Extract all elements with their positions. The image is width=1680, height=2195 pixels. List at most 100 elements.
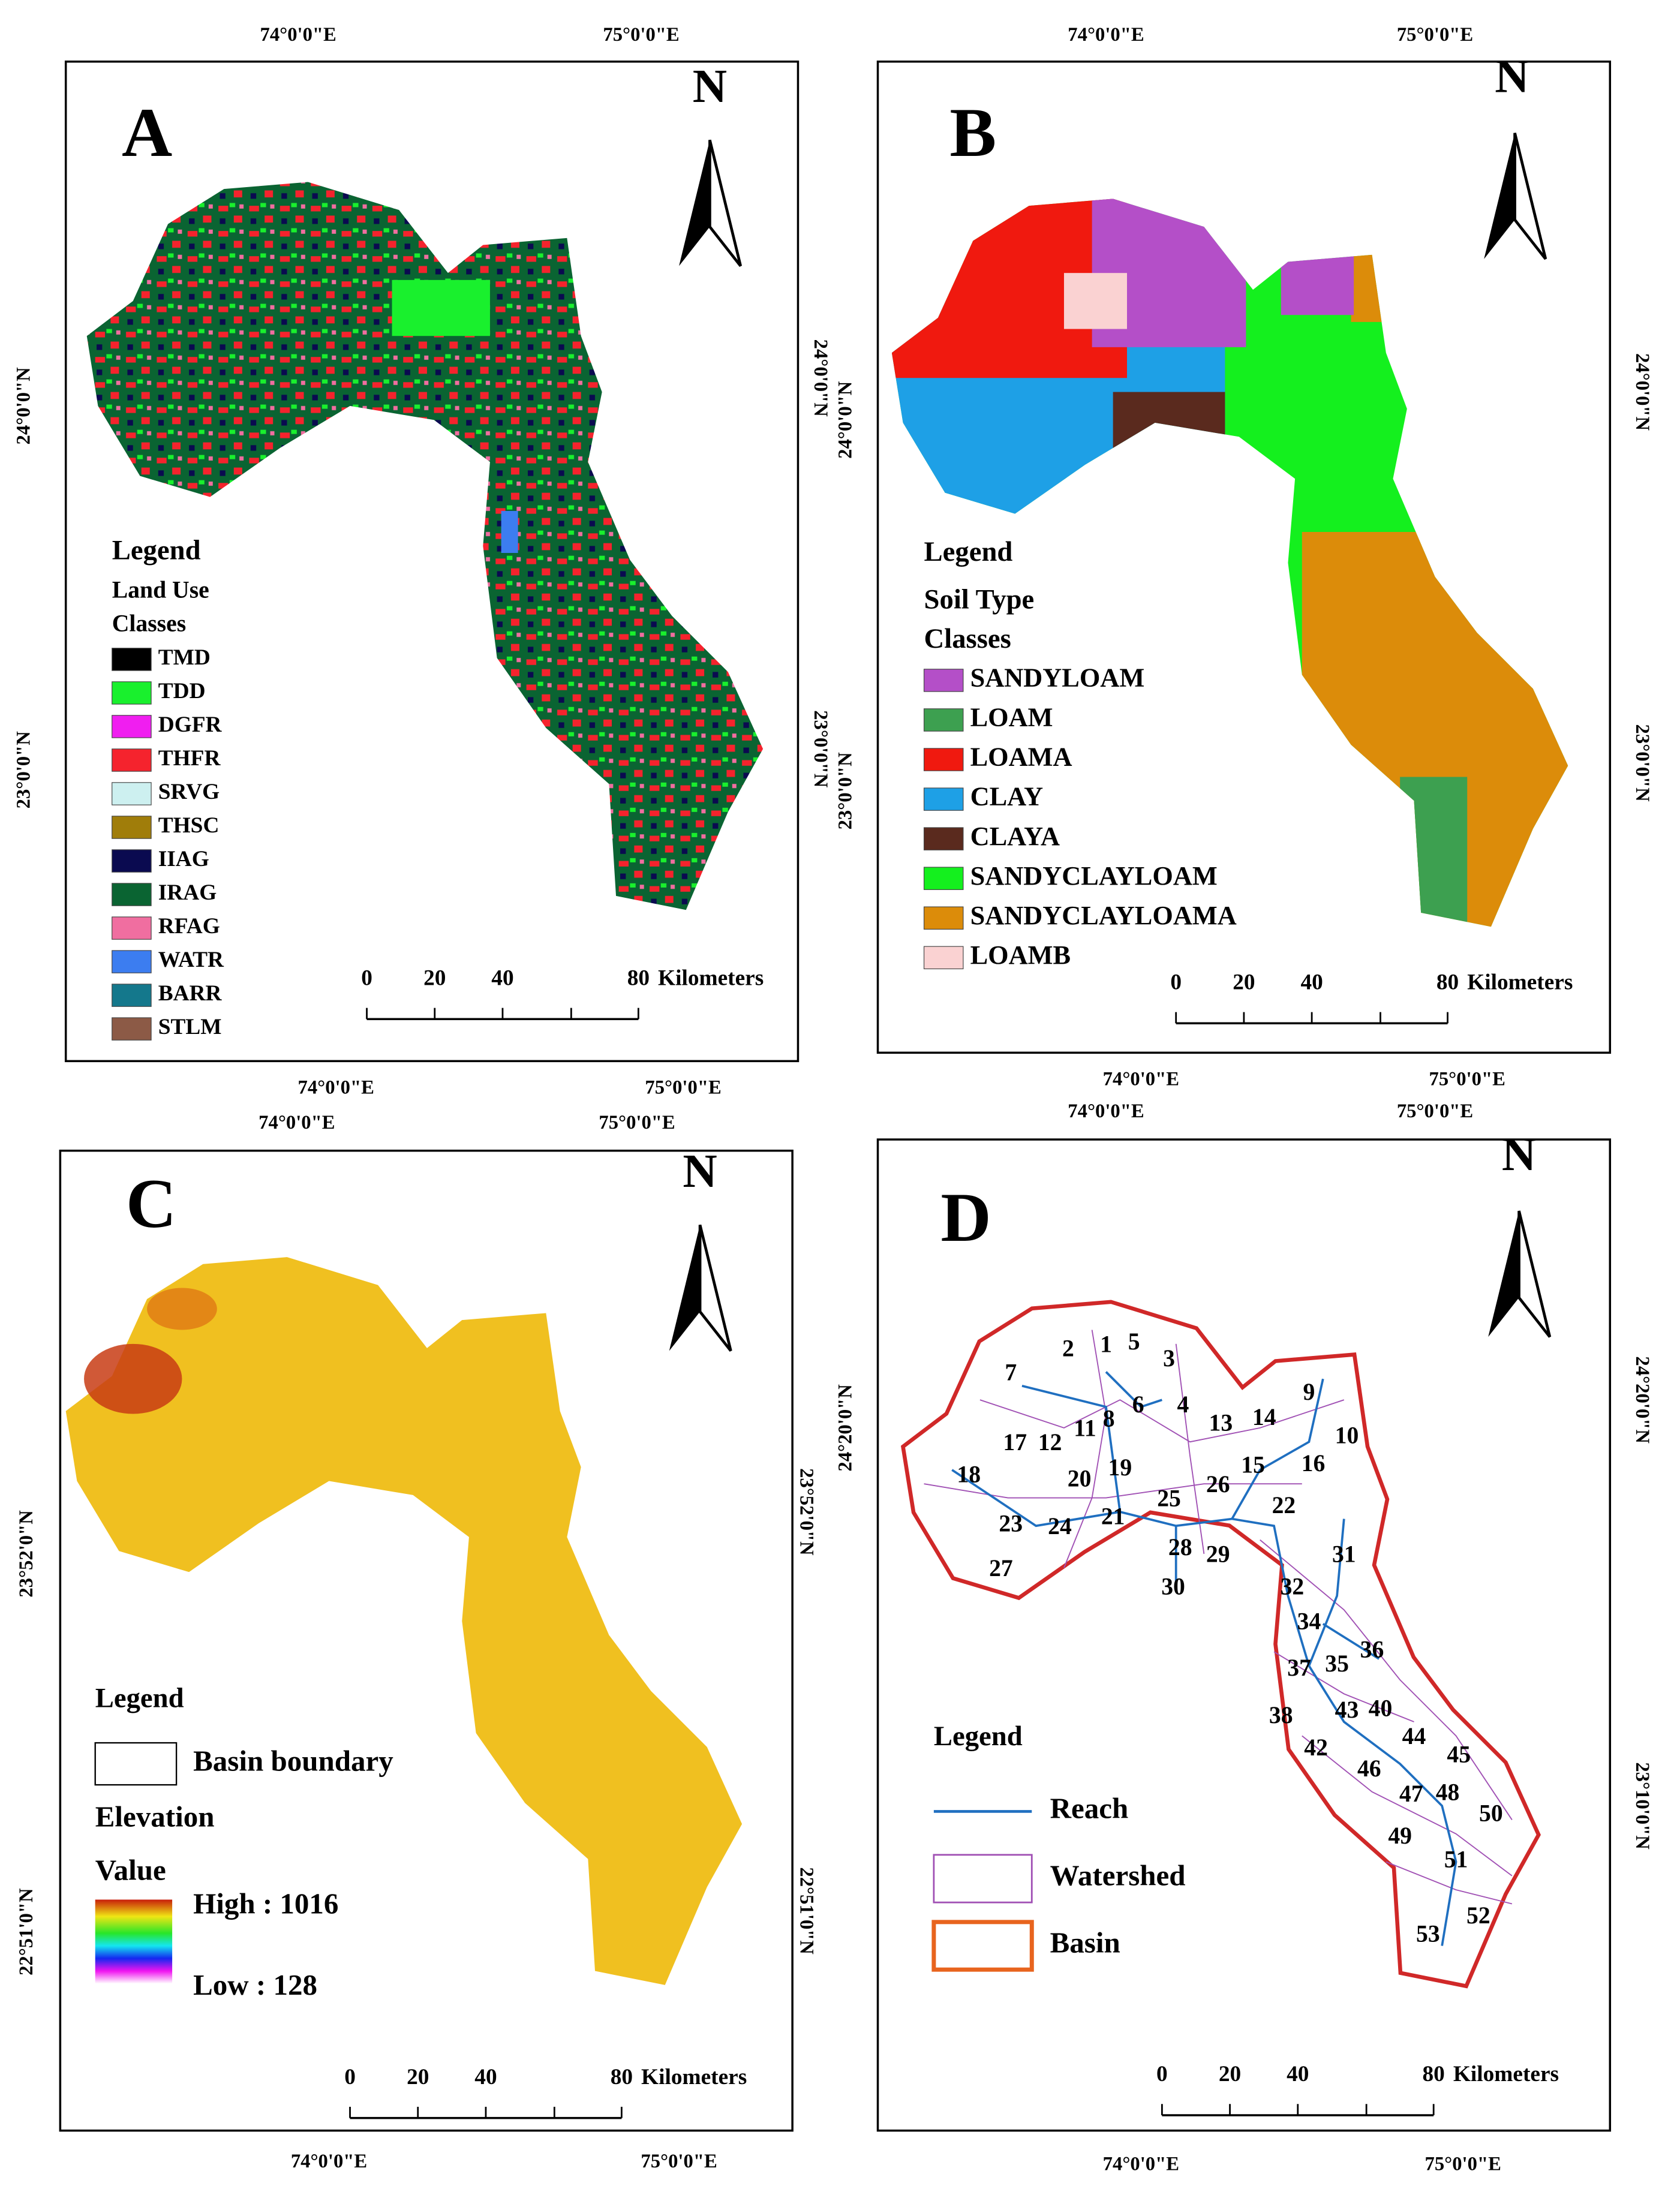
- watershed-label: 10: [1335, 1422, 1359, 1448]
- legend-swatch: [112, 1017, 152, 1041]
- north-label: N: [693, 60, 727, 113]
- scale-label: 20: [1233, 970, 1255, 994]
- watershed-label: 38: [1269, 1702, 1293, 1728]
- legend-label: IIAG: [158, 847, 209, 871]
- legend-label: SANDYCLAYLOAMA: [970, 900, 1237, 930]
- legend-swatch: [933, 1854, 1033, 1904]
- scale-label: 40: [474, 2065, 497, 2089]
- legend-swatch: [112, 849, 152, 873]
- north-label: N: [1495, 50, 1529, 103]
- scale-unit: Kilometers: [658, 966, 764, 990]
- scale-label: 40: [491, 966, 513, 990]
- watershed-label: 15: [1241, 1451, 1265, 1478]
- legend-label: CLAYA: [970, 821, 1060, 851]
- legend-swatch: [112, 883, 152, 906]
- watershed-label: 9: [1303, 1379, 1315, 1405]
- longitude-label: 75°0'0"E: [603, 24, 679, 46]
- scale-label: 20: [423, 966, 446, 990]
- land-use-patch: [392, 279, 490, 336]
- watershed-label: 3: [1163, 1345, 1175, 1372]
- north-arrow: [1513, 133, 1547, 260]
- north-label: N: [683, 1145, 717, 1198]
- legend-swatch: [94, 1742, 178, 1786]
- panel-letter: C: [126, 1165, 176, 1243]
- latitude-label: 24°0'0"N: [810, 339, 831, 417]
- watershed-label: 14: [1252, 1404, 1276, 1430]
- legend-swatch: [923, 708, 964, 732]
- legend-label: LOAMB: [970, 940, 1071, 970]
- watershed-label: 42: [1304, 1734, 1328, 1761]
- watershed-label: 49: [1388, 1823, 1412, 1849]
- watershed-label: 25: [1157, 1485, 1181, 1511]
- latitude-label: 23°0'0"N: [810, 710, 831, 788]
- watershed-label: 46: [1357, 1755, 1381, 1782]
- legend-swatch: [923, 787, 964, 811]
- longitude-label: 75°0'0"E: [645, 1077, 721, 1098]
- legend-label: BARR: [158, 981, 223, 1006]
- watershed-label: 12: [1038, 1429, 1062, 1456]
- watershed-label: 24: [1048, 1513, 1072, 1539]
- longitude-label: 75°0'0"E: [1397, 1100, 1473, 1122]
- north-arrow: [669, 1225, 701, 1351]
- water-patch: [501, 510, 518, 554]
- watershed-label: 16: [1302, 1450, 1326, 1477]
- watershed-label: 23: [999, 1510, 1023, 1537]
- watershed-label: 52: [1466, 1902, 1490, 1929]
- watershed-label: 32: [1281, 1573, 1305, 1599]
- scale-label: 80: [1436, 970, 1459, 994]
- latitude-label: 24°20'0"N: [835, 1384, 856, 1472]
- elevation-ramp: [95, 1899, 173, 1984]
- watershed-label: 44: [1402, 1723, 1426, 1749]
- watershed-label: 20: [1068, 1466, 1092, 1492]
- legend-subtitle: Land Use: [112, 576, 209, 603]
- watershed-label: 1: [1100, 1331, 1112, 1358]
- north-arrow: [1484, 133, 1515, 259]
- legend-swatch: [112, 681, 152, 705]
- watershed-label: 11: [1074, 1415, 1096, 1442]
- latitude-label: 24°0'0"N: [13, 367, 35, 445]
- legend-subtitle: Classes: [112, 610, 186, 636]
- panel-frame: [876, 60, 1612, 1054]
- longitude-label: 75°0'0"E: [1425, 2153, 1501, 2175]
- watershed-label: 21: [1101, 1504, 1125, 1530]
- watershed-label: 30: [1161, 1573, 1185, 1599]
- legend-label: Basin: [1050, 1926, 1120, 1959]
- north-arrow: [698, 1224, 732, 1352]
- map-a: [86, 182, 764, 910]
- scale-label: 0: [344, 2065, 356, 2089]
- legend-label: SANDYLOAM: [970, 663, 1145, 693]
- longitude-label: 75°0'0"E: [599, 1112, 675, 1133]
- panel-letter: A: [122, 94, 172, 172]
- legend-label: Reach: [1050, 1792, 1129, 1825]
- legend-subtitle: Classes: [924, 623, 1011, 654]
- legend-label: STLM: [158, 1015, 222, 1039]
- panel-frame: [64, 60, 800, 1063]
- longitude-label: 74°0'0"E: [298, 1077, 374, 1098]
- watershed-label: 6: [1132, 1391, 1144, 1418]
- legend-label: DGFR: [158, 712, 223, 737]
- watershed-label: 43: [1335, 1697, 1359, 1723]
- legend-title: Legend: [924, 536, 1013, 567]
- watershed-label: 17: [1003, 1429, 1027, 1456]
- legend-title: Legend: [112, 535, 201, 566]
- legend-label: THFR: [158, 746, 221, 771]
- legend-label: TMD: [158, 645, 211, 670]
- scale-label: 80: [627, 966, 650, 990]
- latitude-label: 23°0'0"N: [13, 731, 35, 809]
- longitude-label: 75°0'0"E: [641, 2151, 717, 2172]
- watershed-label: 53: [1416, 1920, 1440, 1947]
- longitude-label: 74°0'0"E: [1068, 24, 1144, 46]
- legend-label: CLAY: [970, 781, 1044, 811]
- legend-low: Low : 128: [193, 1968, 317, 2001]
- longitude-label: 74°0'0"E: [260, 24, 336, 46]
- legend-label: IRAG: [158, 880, 217, 905]
- north-arrow: [1488, 1211, 1519, 1337]
- watershed-label: 18: [957, 1462, 981, 1488]
- legend-label: LOAM: [970, 702, 1053, 732]
- watershed-label: 36: [1360, 1636, 1384, 1662]
- legend-swatch: [112, 950, 152, 973]
- legend-label: WATR: [158, 948, 224, 972]
- north-label: N: [1502, 1128, 1536, 1181]
- scale-label: 80: [1423, 2062, 1445, 2086]
